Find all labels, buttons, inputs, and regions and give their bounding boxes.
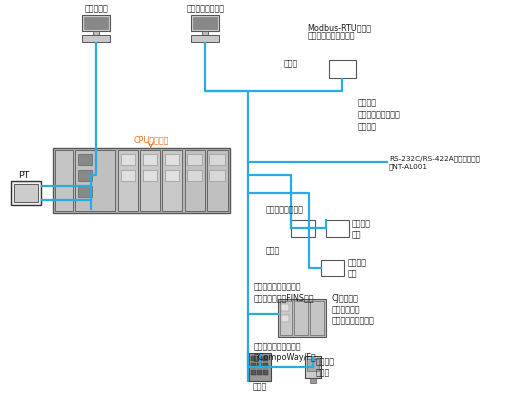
- Bar: [140, 150, 160, 211]
- Bar: [209, 170, 225, 181]
- Text: 無手順: 無手順: [266, 247, 280, 256]
- Bar: [75, 150, 115, 211]
- Text: 形NT-AL001: 形NT-AL001: [389, 163, 428, 170]
- Bar: [192, 35, 219, 42]
- Text: 温調器: 温調器: [253, 383, 267, 392]
- Bar: [118, 150, 138, 211]
- Text: 汎用外部
機器: 汎用外部 機器: [351, 219, 370, 239]
- Bar: [193, 17, 217, 29]
- Text: CJシリーズ
コントローラ
（上位リンク子局）: CJシリーズ コントローラ （上位リンク子局）: [332, 294, 374, 326]
- Bar: [263, 363, 268, 368]
- Text: シリアルゲートウェイ
（上位リンク（FINS））: シリアルゲートウェイ （上位リンク（FINS））: [254, 282, 314, 302]
- Text: プロトコルマクロ: プロトコルマクロ: [266, 205, 304, 214]
- Text: スマート
センサ: スマート センサ: [315, 357, 335, 377]
- Bar: [78, 186, 92, 197]
- Bar: [192, 15, 219, 31]
- Bar: [280, 301, 292, 335]
- Text: 汎用外部
機器: 汎用外部 機器: [348, 259, 366, 279]
- Bar: [257, 356, 262, 361]
- Bar: [251, 363, 256, 368]
- Text: CPUユニット: CPUユニット: [133, 135, 168, 144]
- Text: RS-232C/RS-422A変換ユニット: RS-232C/RS-422A変換ユニット: [389, 155, 480, 162]
- Bar: [84, 17, 108, 29]
- Bar: [82, 15, 110, 31]
- Bar: [310, 301, 324, 335]
- Bar: [251, 370, 256, 375]
- Bar: [121, 154, 135, 165]
- Bar: [294, 301, 308, 335]
- Bar: [249, 353, 271, 381]
- Bar: [165, 170, 179, 181]
- Bar: [263, 370, 268, 375]
- Bar: [291, 220, 314, 237]
- Bar: [78, 170, 92, 181]
- Text: 周辺ツール: 周辺ツール: [84, 4, 108, 13]
- Bar: [186, 170, 203, 181]
- Bar: [55, 150, 74, 211]
- Bar: [307, 359, 319, 371]
- Bar: [165, 154, 179, 165]
- Text: Modbus-RTUマスタ: Modbus-RTUマスタ: [308, 23, 371, 32]
- Bar: [53, 148, 230, 213]
- Text: （上位パソコンなど）: （上位パソコンなど）: [308, 31, 355, 40]
- Text: シリアルゲートウェイ
（CompoWay/F）: シリアルゲートウェイ （CompoWay/F）: [254, 342, 316, 362]
- Bar: [162, 150, 181, 211]
- Bar: [321, 260, 344, 277]
- Bar: [93, 31, 99, 35]
- Bar: [281, 315, 289, 322]
- Bar: [82, 35, 110, 42]
- Bar: [143, 154, 157, 165]
- Text: PT: PT: [18, 171, 30, 180]
- Bar: [305, 356, 321, 378]
- Text: シリアル
コミュニケーション
ユニット: シリアル コミュニケーション ユニット: [357, 99, 400, 131]
- Bar: [11, 181, 40, 205]
- Bar: [207, 150, 228, 211]
- Bar: [251, 356, 256, 361]
- Bar: [325, 220, 349, 237]
- Bar: [257, 370, 262, 375]
- Bar: [278, 299, 325, 337]
- Bar: [310, 378, 315, 383]
- Bar: [209, 154, 225, 165]
- Bar: [78, 154, 92, 165]
- Bar: [121, 170, 135, 181]
- Bar: [186, 154, 203, 165]
- Bar: [257, 363, 262, 368]
- Bar: [143, 170, 157, 181]
- Bar: [13, 184, 37, 202]
- Bar: [281, 304, 289, 311]
- Bar: [328, 60, 356, 78]
- Text: 上位パソコンなど: 上位パソコンなど: [186, 4, 224, 13]
- Text: または: または: [284, 59, 298, 68]
- Bar: [263, 356, 268, 361]
- Bar: [203, 31, 208, 35]
- Bar: [184, 150, 205, 211]
